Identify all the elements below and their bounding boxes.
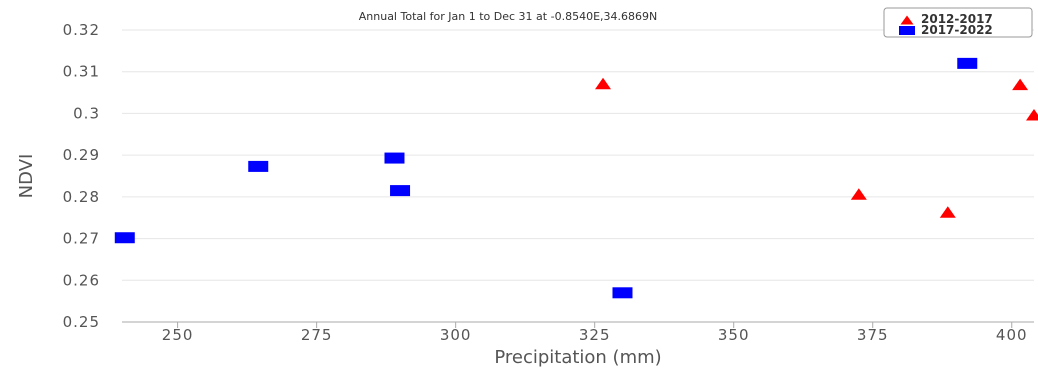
data-point-square[interactable] [390,185,411,197]
data-point-square[interactable] [384,152,405,164]
x-tick-label: 250 [162,326,194,344]
y-tick-label: 0.26 [63,271,100,289]
chart-title: Annual Total for Jan 1 to Dec 31 at -0.8… [359,10,657,23]
y-tick-label: 0.25 [63,313,100,331]
data-points [114,57,1038,299]
data-point-square[interactable] [612,287,633,299]
x-axis-label: Precipitation (mm) [494,347,661,368]
y-tick-label: 0.28 [63,188,100,206]
x-tick-label: 275 [301,326,333,344]
data-point-square[interactable] [248,160,269,172]
legend-triangle-icon [900,15,914,25]
data-point-triangle[interactable] [850,188,867,200]
x-tick-label: 375 [857,326,889,344]
x-tick-labels: 250 275 300 325 350 375 400 [162,322,1028,344]
data-point-square[interactable] [114,232,135,244]
data-point-square[interactable] [957,57,978,69]
y-tick-label: 0.29 [63,146,100,164]
y-tick-label: 0.32 [63,21,100,39]
legend[interactable]: 2012-2017 2017-2022 [883,7,1033,38]
legend-square-icon [899,26,915,35]
y-tick-label: 0.27 [63,230,100,248]
data-point-triangle[interactable] [1026,109,1038,121]
legend-label-series-1: 2012-2017 [921,12,993,26]
grid-lines [122,29,1034,281]
data-point-triangle[interactable] [595,77,612,90]
x-tick-label: 300 [440,326,472,344]
y-tick-labels: 0.25 0.26 0.27 0.28 0.29 0.3 0.31 0.32 [63,21,100,331]
data-point-triangle[interactable] [939,206,956,218]
x-tick-label: 350 [718,326,750,344]
legend-label-series-2: 2017-2022 [921,23,993,37]
y-tick-label: 0.31 [63,63,100,81]
x-tick-label: 325 [579,326,611,344]
x-tick-label: 400 [996,326,1028,344]
y-tick-label: 0.3 [73,104,100,122]
data-point-triangle[interactable] [1012,78,1029,91]
legend-box [883,7,1033,38]
y-axis-label: NDVI [16,154,37,199]
